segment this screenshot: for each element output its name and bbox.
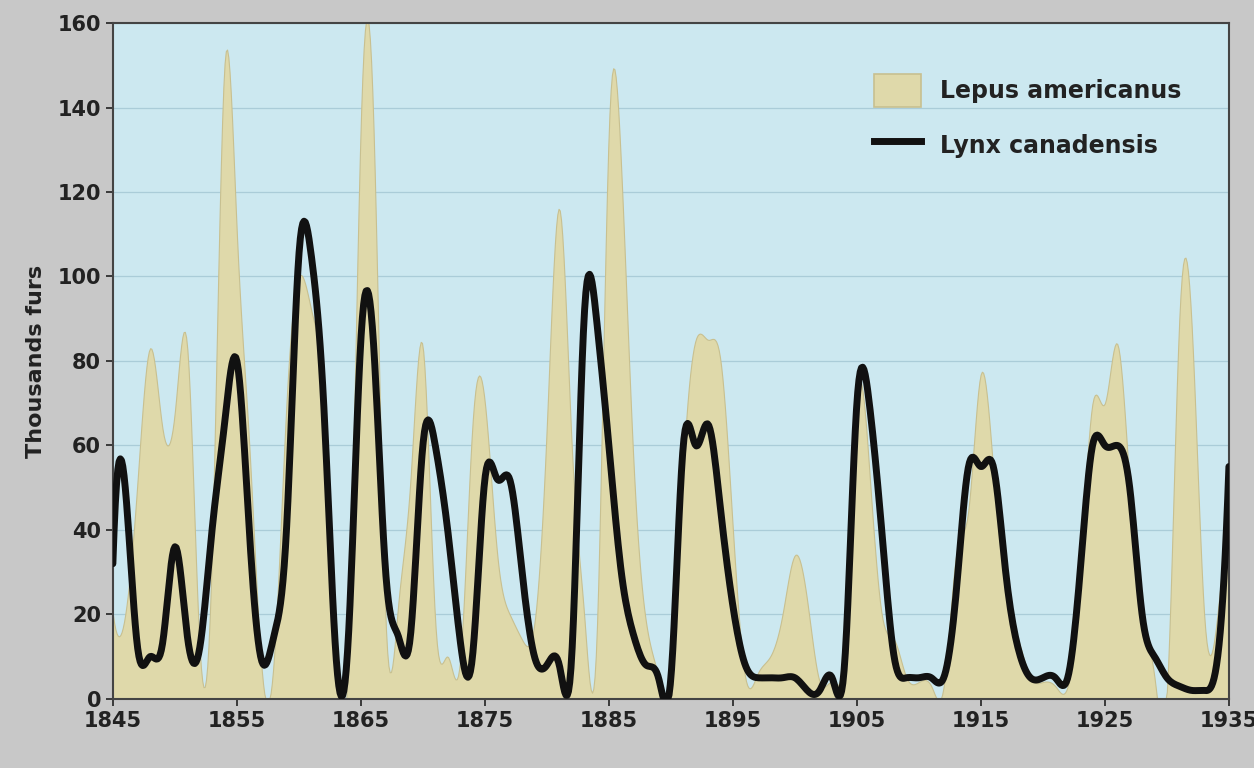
Lynx canadensis <box>398 650 413 660</box>
Lynx canadensis <box>296 217 311 226</box>
Lynx canadensis <box>903 673 918 682</box>
Lynx canadensis <box>1071 584 1086 593</box>
Lynx canadensis <box>657 694 672 703</box>
Lynx canadensis <box>1221 462 1236 472</box>
Line: Lynx canadensis: Lynx canadensis <box>113 221 1229 699</box>
Lynx canadensis <box>583 272 598 281</box>
Lynx canadensis <box>948 592 963 601</box>
Y-axis label: Thousands furs: Thousands furs <box>26 264 46 458</box>
Legend: Lepus americanus, Lynx canadensis: Lepus americanus, Lynx canadensis <box>855 55 1200 181</box>
Lynx canadensis <box>105 559 120 568</box>
Lynx canadensis <box>227 352 242 361</box>
